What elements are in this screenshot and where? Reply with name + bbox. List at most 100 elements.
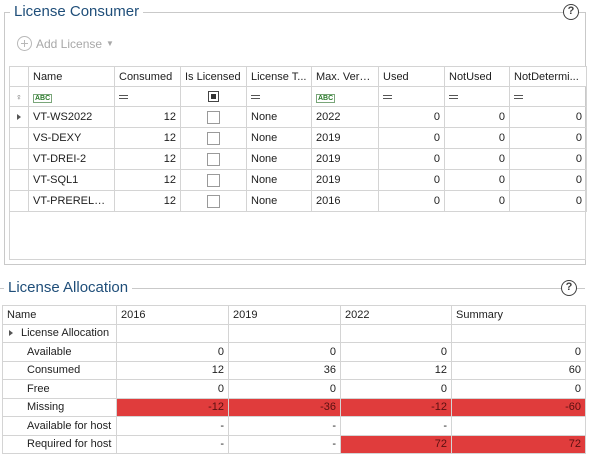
alloc-cell-2016: -12 bbox=[116, 397, 229, 417]
cell-not-determined[interactable]: 0 bbox=[509, 190, 587, 212]
equals-filter-icon bbox=[449, 94, 458, 99]
cell-is-licensed[interactable] bbox=[180, 127, 247, 149]
cell-consumed[interactable]: 12 bbox=[114, 127, 181, 149]
cell-license-type[interactable]: None bbox=[246, 127, 312, 149]
alloc-header-2019[interactable]: 2019 bbox=[228, 305, 341, 325]
cell-is-licensed[interactable] bbox=[180, 190, 247, 212]
column-header-name[interactable]: Name bbox=[28, 66, 115, 87]
alloc-cell-2019: 0 bbox=[228, 379, 341, 399]
is-licensed-checkbox[interactable] bbox=[207, 173, 220, 187]
cell-name[interactable]: VT-DREI-2 bbox=[28, 148, 115, 170]
is-licensed-checkbox[interactable] bbox=[207, 194, 220, 208]
cell-not-determined[interactable]: 0 bbox=[509, 106, 587, 128]
column-header-used[interactable]: Used bbox=[378, 66, 445, 87]
consumer-group-left-line bbox=[4, 12, 5, 264]
allocation-group-row[interactable]: License Allocation bbox=[2, 323, 586, 343]
current-row-arrow-icon bbox=[17, 114, 21, 120]
cell-not-used[interactable]: 0 bbox=[444, 106, 510, 128]
filter-is-licensed-cell[interactable] bbox=[180, 86, 247, 107]
cell-consumed[interactable]: 12 bbox=[114, 169, 181, 191]
cell-not-used[interactable]: 0 bbox=[444, 169, 510, 191]
list-item[interactable]: Required for host - -72 72 bbox=[2, 434, 586, 454]
cell-license-type[interactable]: None bbox=[246, 169, 312, 191]
license-allocation-grid: Name 2016 2019 2022 Summary License Allo… bbox=[2, 305, 586, 454]
cell-used[interactable]: 0 bbox=[378, 169, 445, 191]
cell-max-version[interactable]: 2019 bbox=[311, 127, 379, 149]
cell-not-determined[interactable]: 0 bbox=[509, 148, 587, 170]
equals-filter-icon bbox=[119, 94, 128, 99]
add-license-label: Add License bbox=[36, 36, 103, 51]
cell-not-used[interactable]: 0 bbox=[444, 148, 510, 170]
cell-is-licensed[interactable] bbox=[180, 169, 247, 191]
alloc-cell-summary: 0 bbox=[451, 379, 586, 399]
filter-not-determined-cell[interactable] bbox=[509, 86, 587, 107]
cell-name[interactable]: VT-SQL1 bbox=[28, 169, 115, 191]
is-licensed-checkbox[interactable] bbox=[207, 131, 220, 145]
cell-is-licensed[interactable] bbox=[180, 106, 247, 128]
cell-license-type[interactable]: None bbox=[246, 106, 312, 128]
filter-not-used-cell[interactable] bbox=[444, 86, 510, 107]
group-cell-2022 bbox=[340, 323, 452, 343]
filter-pin-icon: ♀ bbox=[9, 86, 29, 107]
list-item[interactable]: Consumed 12 36 12 60 bbox=[2, 360, 586, 380]
filter-consumed-cell[interactable] bbox=[114, 86, 181, 107]
add-license-button[interactable]: Add License ▼ bbox=[17, 36, 114, 51]
cell-max-version[interactable]: 2022 bbox=[311, 106, 379, 128]
alloc-row-label: Free bbox=[2, 379, 117, 399]
group-cell-2016 bbox=[116, 323, 229, 343]
text-filter-icon: ABC bbox=[33, 93, 53, 103]
cell-consumed[interactable]: 12 bbox=[114, 106, 181, 128]
alloc-cell-summary: 60 bbox=[451, 360, 586, 380]
column-header-not-used[interactable]: NotUsed bbox=[444, 66, 510, 87]
is-licensed-checkbox[interactable] bbox=[207, 152, 220, 166]
list-item[interactable]: Available 0 0 0 0 bbox=[2, 342, 586, 362]
cell-name[interactable]: VS-DEXY bbox=[28, 127, 115, 149]
table-row[interactable]: VT-DREI-2 12 None 2019 0 0 0 bbox=[9, 148, 587, 170]
cell-is-licensed[interactable] bbox=[180, 148, 247, 170]
cell-not-determined[interactable]: 0 bbox=[509, 169, 587, 191]
expand-arrow-icon[interactable] bbox=[9, 330, 13, 337]
table-row[interactable]: VT-SQL1 12 None 2019 0 0 0 bbox=[9, 169, 587, 191]
list-item[interactable]: Missing -12 -36 -12 -60 bbox=[2, 397, 586, 417]
alloc-cell-2019: - bbox=[228, 434, 341, 454]
alloc-header-2016[interactable]: 2016 bbox=[116, 305, 229, 325]
column-header-is-licensed[interactable]: Is Licensed bbox=[180, 66, 247, 87]
cell-not-used[interactable]: 0 bbox=[444, 127, 510, 149]
alloc-header-summary[interactable]: Summary bbox=[451, 305, 586, 325]
cell-consumed[interactable]: 12 bbox=[114, 148, 181, 170]
filter-name-cell[interactable]: ABC bbox=[28, 86, 115, 107]
allocation-title: License Allocation bbox=[4, 279, 133, 297]
cell-name[interactable]: VT-WS2022 bbox=[28, 106, 115, 128]
table-row[interactable]: VT-PRERELEASE 12 None 2016 0 0 0 bbox=[9, 190, 587, 212]
cell-used[interactable]: 0 bbox=[378, 148, 445, 170]
dropdown-caret-icon: ▼ bbox=[106, 39, 114, 48]
alloc-header-name[interactable]: Name bbox=[2, 305, 117, 325]
cell-not-determined[interactable]: 0 bbox=[509, 127, 587, 149]
equals-filter-icon bbox=[251, 94, 260, 99]
cell-max-version[interactable]: 2019 bbox=[311, 169, 379, 191]
column-header-license-type[interactable]: License T... bbox=[246, 66, 312, 87]
column-header-not-determined[interactable]: NotDetermi... bbox=[509, 66, 587, 87]
row-indicator bbox=[9, 169, 29, 191]
alloc-header-2022[interactable]: 2022 bbox=[340, 305, 452, 325]
column-header-consumed[interactable]: Consumed bbox=[114, 66, 181, 87]
cell-used[interactable]: 0 bbox=[378, 127, 445, 149]
cell-used[interactable]: 0 bbox=[378, 106, 445, 128]
list-item[interactable]: Free 0 0 0 0 bbox=[2, 379, 586, 399]
list-item[interactable]: Available for host - - - bbox=[2, 416, 586, 436]
is-licensed-checkbox[interactable] bbox=[207, 110, 220, 124]
cell-license-type[interactable]: None bbox=[246, 148, 312, 170]
filter-max-version-cell[interactable]: ABC bbox=[311, 86, 379, 107]
checkbox-filter-icon bbox=[208, 91, 219, 103]
alloc-row-label: Consumed bbox=[2, 360, 117, 380]
filter-license-type-cell[interactable] bbox=[246, 86, 312, 107]
table-row[interactable]: VT-WS2022 12 None 2022 0 0 0 bbox=[9, 106, 587, 128]
allocation-help-icon[interactable]: ? bbox=[561, 280, 577, 296]
consumer-help-icon[interactable]: ? bbox=[563, 4, 579, 20]
table-row[interactable]: VS-DEXY 12 None 2019 0 0 0 bbox=[9, 127, 587, 149]
allocation-group-cell[interactable]: License Allocation bbox=[2, 323, 117, 343]
cell-max-version[interactable]: 2019 bbox=[311, 148, 379, 170]
filter-used-cell[interactable] bbox=[378, 86, 445, 107]
column-header-max-version[interactable]: Max. Vers... bbox=[311, 66, 379, 87]
alloc-row-label: Required for host bbox=[2, 434, 117, 454]
